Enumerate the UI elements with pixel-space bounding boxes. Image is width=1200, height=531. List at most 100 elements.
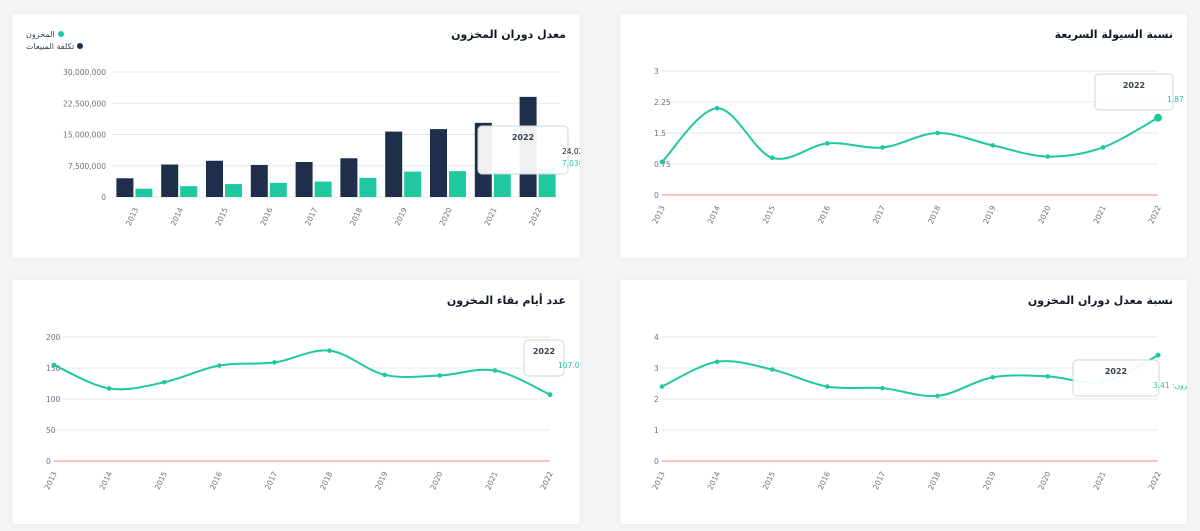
chart-title: نسبة السيولة السريعة (1054, 28, 1173, 41)
chart-card-quick-ratio: نسبة السيولة السريعة 3 2.25 1.5 0.75 0 2013 20… (620, 14, 1187, 258)
x-tick-label: 2020 (1036, 470, 1052, 491)
tooltip-value: 7,038,644 (562, 159, 580, 168)
data-point (1155, 352, 1161, 358)
x-tick-label: 2016 (816, 470, 832, 491)
data-point (51, 362, 57, 368)
data-point (714, 359, 720, 365)
legend-item-inventory[interactable]: المخزون (26, 28, 83, 40)
data-point (1100, 145, 1106, 150)
data-point (825, 141, 830, 146)
x-tick-label: 2016 (208, 470, 224, 491)
data-point (492, 368, 498, 373)
bar-cost-of-sales (250, 164, 268, 197)
x-tick-label: 2018 (926, 470, 942, 491)
x-tick-label: 2017 (871, 470, 887, 491)
y-tick-label: 0 (46, 457, 51, 466)
x-tick-label: 2019 (373, 470, 389, 491)
chart-title: نسبة معدل دوران المخزون (1027, 294, 1173, 307)
series-line (53, 349, 551, 396)
x-tick-label: 2014 (169, 206, 185, 227)
y-tick-label: 200 (46, 333, 61, 342)
y-tick-label: 4 (654, 333, 659, 342)
data-point (1045, 154, 1051, 159)
tooltip-year: 2022 (512, 133, 534, 142)
x-tick-label: 2017 (871, 204, 887, 225)
tooltip-year: 2022 (533, 347, 555, 356)
x-tick-label: 2014 (706, 204, 722, 225)
x-tick-label: 2022 (1147, 204, 1163, 225)
data-point (547, 392, 553, 398)
x-tick-label: 2019 (981, 470, 997, 491)
x-tick-label: 2018 (348, 206, 364, 227)
tooltip-line: المخزون: 7,038,644 (562, 159, 580, 168)
x-tick-label: 2022 (539, 470, 555, 491)
data-point (769, 155, 775, 161)
y-tick-label: 3 (654, 364, 659, 373)
bar-inventory (449, 171, 466, 197)
x-tick-label: 2020 (428, 470, 444, 491)
data-point (659, 159, 665, 165)
bar-inventory (538, 167, 556, 197)
x-tick-label: 2017 (263, 470, 279, 491)
x-tick-label: 2021 (1091, 470, 1107, 491)
tooltip-label: نسبة السيولة السريعة: (1184, 95, 1187, 104)
x-tick-label: 2015 (214, 206, 230, 227)
x-tick-label: 2019 (981, 204, 997, 225)
y-tick-label: 2.25 (654, 98, 671, 107)
data-point (217, 363, 222, 368)
bar-inventory (135, 188, 153, 197)
bar-cost-of-sales (116, 178, 134, 197)
x-tick-label: 2014 (706, 470, 722, 491)
x-tick-label: 2018 (318, 470, 334, 491)
tooltip-year: 2022 (1123, 81, 1145, 90)
data-point (880, 385, 885, 391)
bar-cost-of-sales (161, 164, 179, 197)
x-tick-label: 2022 (1147, 470, 1163, 491)
tooltip-value: 3.41 (1153, 381, 1170, 390)
x-tick-label: 2013 (124, 206, 140, 227)
data-point (1045, 374, 1051, 379)
series-line (661, 107, 1159, 163)
y-tick-label: 30,000,000 (63, 68, 106, 77)
data-point (327, 348, 332, 353)
bar-inventory (269, 182, 287, 197)
tooltip-box (477, 125, 569, 175)
data-point (382, 372, 387, 378)
bar-inventory (314, 181, 332, 197)
tooltip-year: 2022 (1105, 367, 1127, 376)
x-tick-label: 2015 (761, 470, 777, 491)
legend-item-cost-of-sales[interactable]: تكلفة المبيعات (26, 40, 84, 52)
data-point (825, 384, 830, 389)
data-point (990, 375, 995, 380)
chart-card-inventory-days: عدد أيام بقاء المخزون 200 150 100 50 0 2013 20… (12, 280, 580, 524)
y-tick-label: 150 (46, 364, 61, 373)
y-tick-label: 7,500,000 (68, 162, 106, 171)
legend-swatch-navy (77, 43, 84, 49)
x-tick-label: 2013 (43, 470, 59, 491)
tooltip-label: نسبة تكلفة المبيعات /المخزون: (1170, 381, 1187, 390)
y-tick-label: 50 (46, 426, 56, 435)
data-point (880, 145, 885, 150)
y-tick-label: 0 (654, 191, 659, 200)
y-tick-label: 0 (101, 193, 106, 202)
data-point (272, 360, 277, 365)
tooltip-value: 24,028,171 (562, 147, 580, 156)
y-tick-label: 22,500,000 (63, 99, 106, 108)
tooltip-line: نسبة تكلفة المبيعات /المخزون: 3.41 (1153, 381, 1187, 390)
x-tick-label: 2021 (1091, 204, 1107, 225)
legend-swatch-teal (57, 31, 64, 37)
y-tick-label: 1.5 (654, 129, 666, 138)
bar-inventory (225, 184, 242, 197)
legend-label: تكلفة المبيعات (26, 41, 75, 51)
bar-cost-of-sales (206, 160, 223, 197)
chart-card-inventory-turnover: معدل دوران المخزون المخزون تكلفة المبيعا… (12, 14, 580, 258)
line-chart-svg: 200 150 100 50 0 2013 2014 2015 2016 2017 2018 2019… (43, 333, 580, 491)
data-point (769, 367, 775, 372)
data-point (659, 384, 665, 389)
x-tick-label: 2016 (258, 206, 274, 227)
tooltip-box (1094, 73, 1174, 111)
x-tick-label: 2013 (651, 204, 667, 225)
tooltip-value: 107.04 (558, 361, 580, 370)
tooltip-value: 1.87 (1167, 95, 1184, 104)
chart-legend: المخزون تكلفة المبيعات (26, 28, 84, 52)
